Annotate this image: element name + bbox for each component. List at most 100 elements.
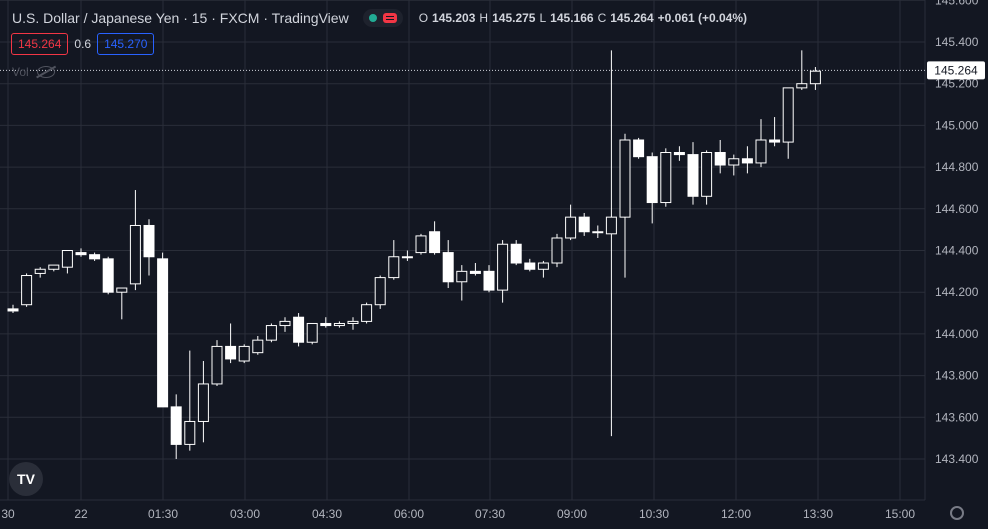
tradingview-logo[interactable]: TV [9,462,43,496]
x-tick-label: 01:30 [148,507,178,521]
candle-body [605,216,617,235]
candle-body [510,243,522,264]
x-tick-label: 06:00 [394,507,424,521]
candle-body [279,320,291,327]
eye-hidden-icon[interactable] [36,66,55,78]
candle-body [578,216,590,233]
x-tick-label: 12:00 [721,507,751,521]
x-tick-label: 15:00 [885,507,915,521]
candle-body [769,139,781,143]
candle-body [252,339,264,354]
open-label: O [418,11,429,25]
data-status-icon [382,13,397,23]
y-tick-label: 145.000 [935,118,979,132]
candle-body [456,270,468,283]
candle-body [170,406,182,445]
x-tick-label: 22 [74,507,88,521]
x-tick-label: 03:00 [230,507,260,521]
high-label: H [479,11,489,25]
candle-body [660,152,672,204]
trade-buttons: 145.264 0.6 145.270 [11,33,155,55]
y-tick-label: 143.800 [935,369,979,383]
x-tick-label: 30 [1,507,15,521]
y-tick-label: 145.200 [935,77,979,91]
y-tick-label: 144.600 [935,202,979,216]
candle-body [374,277,386,306]
candle-body [347,320,359,324]
candle-body [306,322,318,343]
x-tick-label: 13:30 [803,507,833,521]
spread-value: 0.6 [74,37,92,51]
candle-body [184,420,196,445]
buy-price-button[interactable]: 145.270 [97,33,155,55]
candle-body [537,262,549,270]
volume-label: Vol [12,65,29,79]
candle-body [75,252,87,256]
open-value: 145.203 [432,11,476,25]
candle-body [687,154,699,197]
close-value: 145.264 [610,11,654,25]
candle-body [48,264,60,270]
y-tick-label: 144.800 [935,160,979,174]
candle-body [265,325,277,341]
y-tick-label: 144.400 [935,244,979,258]
candle-body [320,322,332,327]
candle-body [102,258,114,293]
y-tick-label: 145.400 [935,35,979,49]
candle-body [293,316,305,343]
chart-header: U.S. Dollar / Japanese Yen · 15 · FXCM ·… [12,8,747,28]
candle-body [673,152,685,156]
last-price-label: 145.264 [934,63,978,77]
candle-body [157,258,169,408]
candle-body [129,224,141,285]
volume-legend[interactable]: Vol [12,65,55,79]
y-tick-label: 144.000 [935,327,979,341]
sell-price-button[interactable]: 145.264 [11,33,69,55]
x-tick-label: 07:30 [475,507,505,521]
candle-body [34,268,46,274]
y-tick-label: 144.200 [935,285,979,299]
market-open-icon [368,14,377,22]
candle-body [429,231,441,254]
candle-body [592,231,604,234]
candle-body [442,252,454,283]
candle-body [7,308,19,312]
candle-body [415,235,427,254]
market-status-pill[interactable] [362,9,403,27]
candle-body [755,139,767,164]
candle-body [89,254,101,260]
candle-body [565,216,577,239]
high-value: 145.275 [492,11,536,25]
candle-body [633,139,645,158]
candle-body [116,287,128,293]
symbol-title[interactable]: U.S. Dollar / Japanese Yen · 15 · FXCM ·… [12,10,349,26]
gear-icon[interactable] [950,506,964,520]
y-tick-label: 143.600 [935,410,979,424]
candle-body [483,270,495,291]
candle-body [21,275,33,306]
candle-body [551,237,563,264]
candle-body [469,270,481,274]
candle-body [143,224,155,258]
candle-body [211,345,223,385]
last-price-tag [927,61,985,80]
candle-body [238,345,250,362]
candle-body [333,322,345,327]
low-label: L [539,11,547,25]
candle-body [782,87,794,143]
candle-body [646,156,658,204]
candle-body [361,304,373,322]
candle-body [809,70,821,85]
x-tick-label: 04:30 [312,507,342,521]
y-tick-label: 143.400 [935,452,979,466]
candle-body [401,256,413,259]
x-tick-label: 10:30 [639,507,669,521]
candle-body [61,250,73,268]
close-label: C [597,11,607,25]
change-value: +0.061 (+0.04%) [657,11,748,25]
candle-body [497,243,509,291]
candle-body [728,158,740,166]
candle-body [619,139,631,218]
candle-body [388,256,400,279]
